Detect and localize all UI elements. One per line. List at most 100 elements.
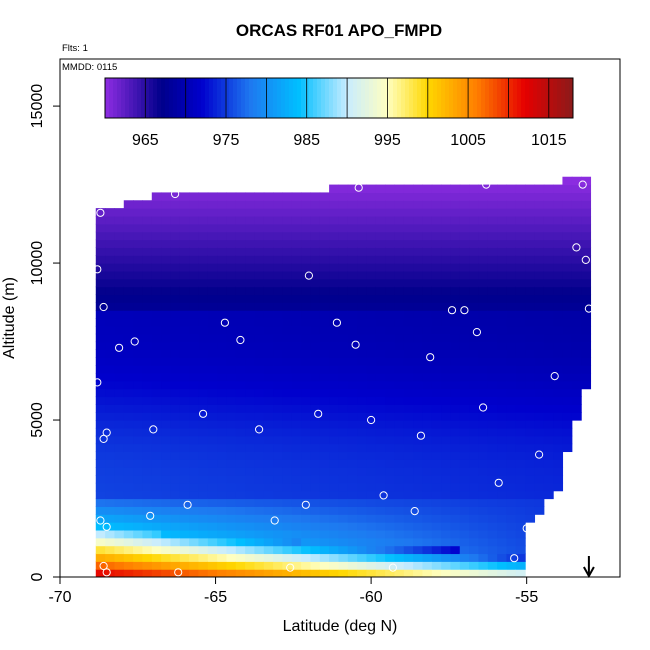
heatmap-cell	[245, 545, 256, 555]
heatmap-cell	[254, 357, 265, 366]
heatmap-cell	[170, 569, 181, 577]
heatmap-cell	[123, 561, 134, 570]
heatmap-cell	[403, 294, 414, 303]
heatmap-cell	[413, 215, 424, 225]
heatmap-cell	[525, 372, 536, 382]
heatmap-cell	[497, 529, 508, 539]
heatmap-cell	[441, 467, 452, 476]
heatmap-cell	[366, 223, 377, 233]
heatmap-cell	[413, 255, 424, 264]
heatmap-cell	[347, 498, 358, 507]
heatmap-cell	[338, 215, 349, 225]
heatmap-cell	[105, 302, 116, 311]
heatmap-cell	[441, 357, 452, 366]
heatmap-cell	[385, 427, 396, 437]
heatmap-cell	[534, 239, 545, 248]
heatmap-cell	[469, 184, 480, 194]
heatmap-cell	[329, 427, 340, 437]
heatmap-cell	[497, 388, 508, 398]
heatmap-cell	[114, 506, 125, 515]
heatmap-cell	[403, 388, 414, 398]
heatmap-cell	[161, 208, 172, 217]
heatmap-cell	[347, 435, 358, 445]
heatmap-cell	[245, 302, 256, 311]
heatmap-cell	[179, 255, 190, 264]
heatmap-cell	[385, 294, 396, 303]
heatmap-cell	[413, 333, 424, 343]
heatmap-cell	[394, 192, 405, 201]
heatmap-cell	[114, 522, 125, 531]
heatmap-cell	[235, 482, 246, 492]
heatmap-cell	[235, 545, 246, 555]
heatmap-cell	[571, 349, 582, 358]
heatmap-cell	[329, 192, 340, 201]
heatmap-cell	[151, 333, 162, 343]
heatmap-cell	[553, 286, 564, 296]
heatmap-cell	[291, 255, 302, 264]
heatmap-cell	[375, 545, 386, 555]
heatmap-cell	[282, 490, 293, 500]
heatmap-cell	[189, 310, 200, 319]
heatmap-cell	[301, 333, 312, 343]
heatmap-cell	[403, 522, 414, 531]
heatmap-cell	[469, 294, 480, 303]
heatmap-cell	[235, 247, 246, 256]
heatmap-cell	[394, 215, 405, 225]
heatmap-cell	[422, 184, 433, 194]
heatmap-cell	[441, 553, 452, 562]
heatmap-cell	[413, 349, 424, 358]
heatmap-cell	[478, 270, 489, 280]
heatmap-cell	[198, 192, 209, 201]
heatmap-cell	[431, 420, 442, 429]
heatmap-cell	[114, 420, 125, 429]
heatmap-cell	[506, 396, 517, 405]
heatmap-cell	[142, 561, 153, 570]
heatmap-cell	[142, 467, 153, 476]
heatmap-cell	[515, 263, 526, 272]
heatmap-cell	[226, 294, 237, 303]
heatmap-cell	[525, 239, 536, 248]
heatmap-cell	[459, 498, 470, 507]
heatmap-cell	[161, 490, 172, 500]
heatmap-cell	[469, 482, 480, 492]
heatmap-cell	[534, 474, 545, 484]
heatmap-cell	[301, 412, 312, 421]
heatmap-cell	[217, 443, 228, 453]
heatmap-cell	[385, 310, 396, 319]
heatmap-cell	[366, 561, 377, 570]
heatmap-cell	[189, 302, 200, 311]
heatmap-cell	[198, 537, 209, 547]
heatmap-cell	[273, 263, 284, 272]
heatmap-cell	[562, 310, 573, 319]
heatmap-cell	[385, 388, 396, 398]
heatmap-cell	[525, 380, 536, 390]
heatmap-cell	[515, 412, 526, 421]
heatmap-cell	[273, 208, 284, 217]
heatmap-cell	[189, 223, 200, 233]
heatmap-cell	[179, 278, 190, 288]
heatmap-cell	[571, 208, 582, 217]
heatmap-cell	[245, 223, 256, 233]
heatmap-cell	[515, 278, 526, 288]
heatmap-cell	[487, 286, 498, 296]
heatmap-cell	[123, 537, 134, 547]
observation-point	[510, 554, 519, 563]
colorbar-segment	[209, 78, 214, 118]
heatmap-cell	[431, 522, 442, 531]
heatmap-cell	[123, 514, 134, 523]
heatmap-cell	[263, 427, 274, 437]
heatmap-cell	[114, 388, 125, 398]
heatmap-cell	[179, 553, 190, 562]
heatmap-cell	[385, 200, 396, 209]
heatmap-cell	[357, 372, 368, 382]
heatmap-cell	[217, 247, 228, 256]
heatmap-cell	[366, 341, 377, 350]
heatmap-cell	[235, 200, 246, 209]
heatmap-cell	[459, 474, 470, 484]
heatmap-cell	[515, 443, 526, 453]
heatmap-cell	[170, 443, 181, 453]
heatmap-cell	[310, 310, 321, 319]
heatmap-cell	[441, 200, 452, 209]
heatmap-cell	[347, 474, 358, 484]
colorbar-segment	[201, 78, 206, 118]
